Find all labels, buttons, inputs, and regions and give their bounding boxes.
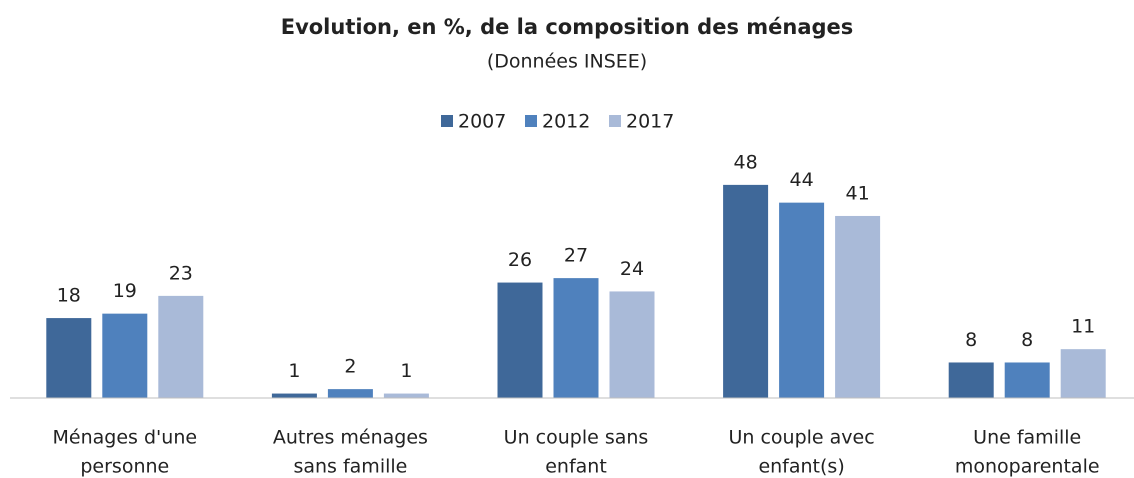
data-label: 2 [344,356,356,378]
x-tick-label: monoparentale [955,456,1100,478]
x-tick-label: Autres ménages [273,427,428,449]
x-tick-label: Un couple avec [728,427,874,449]
data-label: 8 [1021,329,1033,351]
data-label: 41 [846,182,870,204]
bar [271,393,317,398]
bar [948,362,994,398]
data-label: 11 [1071,316,1095,338]
legend-label: 2012 [542,111,590,133]
legend-swatch [525,115,537,127]
data-label: 1 [288,360,300,382]
x-tick-label: Ménages d'une [53,427,198,449]
bar [609,291,655,398]
data-label: 44 [790,169,814,191]
bar [835,215,881,398]
x-tick-label: enfant(s) [758,456,844,478]
legend-label: 2017 [626,111,674,133]
data-label: 26 [508,249,532,271]
legend-label: 2007 [458,111,506,133]
bar [779,202,825,398]
bar [102,313,148,398]
bar [327,389,373,398]
bar [553,278,599,398]
data-label: 8 [965,329,977,351]
data-label: 48 [734,151,758,173]
bar [46,318,92,398]
data-label: 18 [57,285,81,307]
data-label: 1 [400,360,412,382]
data-label: 19 [113,280,137,302]
data-label: 24 [620,258,644,280]
legend-swatch [441,115,453,127]
bar [723,184,769,398]
chart-title: Evolution, en %, de la composition des m… [281,15,854,39]
data-label: 23 [169,262,193,284]
bar [1060,349,1106,398]
bar [1004,362,1050,398]
x-tick-label: personne [80,456,169,478]
chart-subtitle: (Données INSEE) [487,51,647,73]
bar [158,295,204,398]
data-label: 27 [564,245,588,267]
x-tick-label: Une famille [973,427,1081,449]
bar [383,393,429,398]
legend-swatch [609,115,621,127]
x-tick-label: enfant [545,456,607,478]
bar [497,282,543,398]
x-tick-label: sans famille [293,456,407,478]
x-tick-label: Un couple sans [504,427,649,449]
